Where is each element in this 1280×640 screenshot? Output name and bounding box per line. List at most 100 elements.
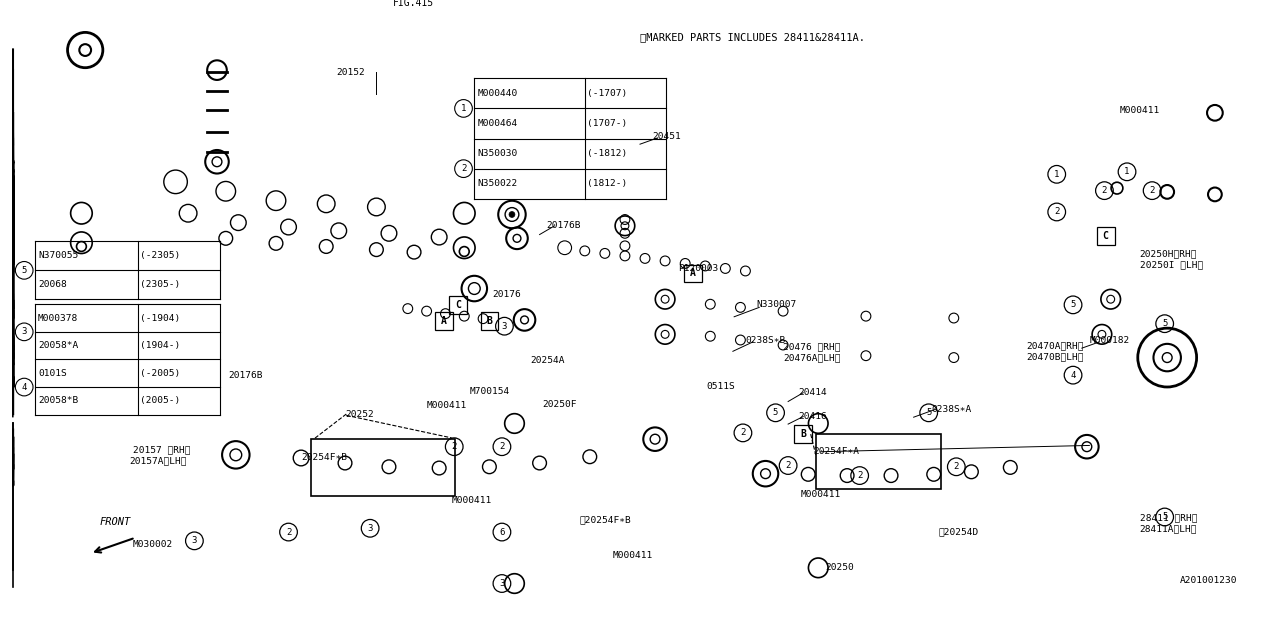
Text: 20414: 20414 <box>799 388 827 397</box>
Bar <box>815 434 941 490</box>
Text: 20476 〈RH〉: 20476 〈RH〉 <box>783 342 841 351</box>
Text: 20176: 20176 <box>492 291 521 300</box>
Bar <box>435 312 453 330</box>
Text: 5: 5 <box>1162 319 1167 328</box>
Text: 20451: 20451 <box>653 132 681 141</box>
Text: 4: 4 <box>1070 371 1075 380</box>
Text: 2: 2 <box>1149 186 1155 195</box>
Text: 20470B〈LH〉: 20470B〈LH〉 <box>1027 353 1084 362</box>
Text: 3: 3 <box>192 536 197 545</box>
Text: M030002: M030002 <box>133 540 173 549</box>
Text: 0238S∗A: 0238S∗A <box>932 404 972 413</box>
Text: A: A <box>442 316 447 326</box>
Text: M000182: M000182 <box>1089 335 1130 344</box>
Text: 2: 2 <box>1102 186 1107 195</box>
Bar <box>1097 227 1115 244</box>
Text: A: A <box>690 268 695 278</box>
Text: P120003: P120003 <box>677 264 718 273</box>
Text: N330007: N330007 <box>756 300 797 309</box>
Text: 20476A〈LH〉: 20476A〈LH〉 <box>783 353 841 362</box>
Text: 20250I 〈LH〉: 20250I 〈LH〉 <box>1139 260 1203 269</box>
Bar <box>449 296 467 314</box>
Text: 5: 5 <box>22 266 27 275</box>
Text: A201001230: A201001230 <box>1180 576 1238 585</box>
Text: 20250H〈RH〉: 20250H〈RH〉 <box>1139 249 1197 258</box>
Text: 20176B: 20176B <box>228 371 262 380</box>
Text: 20470A〈RH〉: 20470A〈RH〉 <box>1027 342 1084 351</box>
Text: C: C <box>456 300 461 310</box>
Text: 5: 5 <box>925 408 932 417</box>
Text: 4: 4 <box>22 383 27 392</box>
Text: (1812-): (1812-) <box>586 179 627 188</box>
Text: 1: 1 <box>1053 170 1060 179</box>
Text: (1904-): (1904-) <box>140 341 180 350</box>
Text: 2: 2 <box>1053 207 1060 216</box>
Text: 20252: 20252 <box>346 410 374 419</box>
Text: 0511S: 0511S <box>707 382 735 391</box>
Text: M000411: M000411 <box>801 490 841 499</box>
Text: 28411A〈LH〉: 28411A〈LH〉 <box>1139 524 1197 533</box>
Text: FRONT: FRONT <box>100 517 131 527</box>
Text: 20068: 20068 <box>38 280 67 289</box>
Text: 3: 3 <box>499 579 504 588</box>
Text: 20254F∗B: 20254F∗B <box>301 454 347 463</box>
Text: ※MARKED PARTS INCLUDES 28411&28411A.: ※MARKED PARTS INCLUDES 28411&28411A. <box>640 33 865 42</box>
Text: 2: 2 <box>285 527 292 536</box>
Text: 1: 1 <box>461 104 466 113</box>
Text: 20254F∗A: 20254F∗A <box>813 447 859 456</box>
Text: 20250F: 20250F <box>543 399 576 408</box>
Text: (-2005): (-2005) <box>140 369 180 378</box>
Text: ‸20254D: ‸20254D <box>938 527 979 536</box>
Text: M000411: M000411 <box>1120 106 1160 115</box>
Text: 20157 〈RH〉: 20157 〈RH〉 <box>133 445 191 454</box>
Bar <box>480 312 498 330</box>
Text: C: C <box>1103 231 1108 241</box>
Text: M000464: M000464 <box>477 119 517 128</box>
Text: 6: 6 <box>499 527 504 536</box>
Text: 20176B: 20176B <box>545 221 580 230</box>
Text: 3: 3 <box>22 327 27 337</box>
Text: 20250: 20250 <box>826 563 855 572</box>
Text: 20254A: 20254A <box>531 356 566 365</box>
Text: M000411: M000411 <box>452 496 492 505</box>
Text: 5: 5 <box>773 408 778 417</box>
Text: 28411 〈RH〉: 28411 〈RH〉 <box>1139 514 1197 523</box>
Text: (-1707): (-1707) <box>586 89 627 98</box>
Text: M000378: M000378 <box>38 314 78 323</box>
Text: (-2305): (-2305) <box>140 252 180 260</box>
Text: 1: 1 <box>1124 167 1130 176</box>
Text: M000411: M000411 <box>612 551 653 560</box>
Bar <box>795 426 812 443</box>
Text: (-1812): (-1812) <box>586 149 627 158</box>
Text: 2: 2 <box>461 164 466 173</box>
Text: N350022: N350022 <box>477 179 517 188</box>
Text: M000411: M000411 <box>426 401 467 410</box>
Text: 0238S∗B: 0238S∗B <box>745 335 786 344</box>
Text: 20152: 20152 <box>337 67 365 77</box>
Text: 2: 2 <box>954 462 959 471</box>
Text: ‸20254F∗B: ‸20254F∗B <box>580 515 631 524</box>
Bar <box>684 265 701 282</box>
Text: M000440: M000440 <box>477 89 517 98</box>
Text: 2: 2 <box>786 461 791 470</box>
Text: N350030: N350030 <box>477 149 517 158</box>
Text: N370055: N370055 <box>38 252 78 260</box>
Text: 3: 3 <box>502 322 507 331</box>
Text: 20157A〈LH〉: 20157A〈LH〉 <box>129 456 187 465</box>
Text: 20058*A: 20058*A <box>38 341 78 350</box>
Text: 2: 2 <box>499 442 504 451</box>
Text: 2: 2 <box>740 428 746 437</box>
Text: (2305-): (2305-) <box>140 280 180 289</box>
Text: 0101S: 0101S <box>38 369 67 378</box>
Text: (-1904): (-1904) <box>140 314 180 323</box>
Text: 20058*B: 20058*B <box>38 396 78 405</box>
Bar <box>311 439 456 495</box>
Text: M700154: M700154 <box>470 387 509 396</box>
Text: 2: 2 <box>452 442 457 451</box>
Text: 5: 5 <box>1162 513 1167 522</box>
Text: 2: 2 <box>858 471 863 480</box>
Text: FIG.415: FIG.415 <box>393 0 434 8</box>
Text: 3: 3 <box>367 524 372 532</box>
Circle shape <box>509 212 515 218</box>
Text: B: B <box>486 316 493 326</box>
